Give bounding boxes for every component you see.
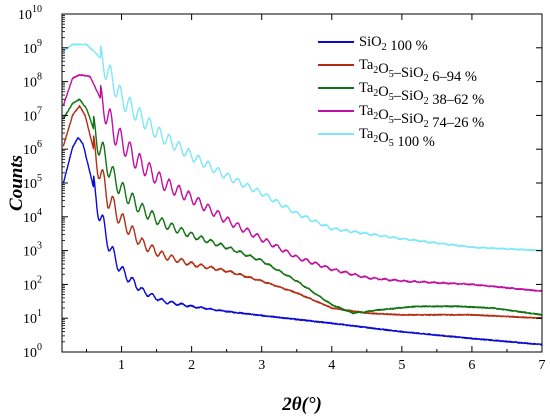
y-axis-title: Counts <box>6 155 27 211</box>
y-tick-base: 10 <box>23 278 37 293</box>
y-tick-exponent: 10 <box>32 4 42 15</box>
x-tick-label: 4 <box>328 358 335 373</box>
y-tick-exponent: 1 <box>37 308 42 319</box>
x-tick-label: 3 <box>258 358 265 373</box>
legend-text-part: O <box>378 130 388 146</box>
y-tick-label: 107 <box>23 105 42 124</box>
y-tick-label: 109 <box>23 38 42 57</box>
legend-text-part: O <box>378 107 388 123</box>
y-tick-label: 1010 <box>18 4 42 23</box>
y-tick-base: 10 <box>23 346 37 361</box>
legend-text-part: 100 % <box>387 38 428 54</box>
series-layer <box>62 43 543 346</box>
y-tick-exponent: 3 <box>37 241 42 252</box>
y-tick-exponent: 4 <box>37 207 42 218</box>
x-tick-label: 7 <box>539 358 546 373</box>
legend-subscript: 2 <box>373 88 378 99</box>
legend-text-part: 6–94 % <box>429 69 477 85</box>
legend-text-part: 38–62 % <box>429 92 485 108</box>
y-tick-label: 102 <box>23 274 42 293</box>
y-tick-exponent: 0 <box>37 342 42 353</box>
legend-subscript: 2 <box>424 73 429 84</box>
legend: SiO2 100 %Ta2O5–SiO2 6–94 %Ta2O5–SiO2 38… <box>318 34 484 150</box>
y-tick-label: 101 <box>23 308 42 327</box>
series-line <box>62 104 543 320</box>
y-tick-label: 106 <box>23 139 42 158</box>
legend-subscript: 2 <box>373 111 378 122</box>
x-tick-label: 1 <box>118 358 125 373</box>
legend-text-part: 100 % <box>394 134 435 150</box>
legend-text-part: Ta <box>359 103 374 119</box>
legend-subscript: 2 <box>424 96 429 107</box>
legend-text-part: O <box>378 84 388 100</box>
y-tick-base: 10 <box>23 42 37 57</box>
legend-text-part: –SiO <box>393 111 424 127</box>
y-tick-label: 108 <box>23 72 42 91</box>
y-tick-base: 10 <box>23 109 37 124</box>
y-tick-exponent: 7 <box>37 105 42 116</box>
legend-label: SiO2 100 % <box>359 34 428 54</box>
x-axis-title: 2θ(°) <box>281 394 322 415</box>
legend-text-part: –SiO <box>393 65 424 81</box>
y-tick-base: 10 <box>18 8 32 23</box>
legend-text-part: O <box>378 61 388 77</box>
y-tick-label: 100 <box>23 342 42 361</box>
y-tick-base: 10 <box>23 143 37 158</box>
legend-label: Ta2O5 100 % <box>359 126 435 150</box>
y-tick-exponent: 6 <box>37 139 42 150</box>
series-line <box>62 137 543 346</box>
y-tick-label: 104 <box>23 207 42 226</box>
legend-text-part: 74–26 % <box>429 115 485 131</box>
y-tick-exponent: 9 <box>37 38 42 49</box>
legend-subscript: 5 <box>389 138 394 149</box>
legend-subscript: 2 <box>382 42 387 53</box>
legend-text-part: –SiO <box>393 88 424 104</box>
legend-text-part: SiO <box>359 34 382 50</box>
y-tick-base: 10 <box>23 76 37 91</box>
y-tick-exponent: 5 <box>37 173 42 184</box>
series-line <box>62 98 543 316</box>
legend-subscript: 2 <box>424 119 429 130</box>
y-tick-base: 10 <box>23 312 37 327</box>
legend-text-part: Ta <box>359 126 374 142</box>
x-tick-label: 6 <box>468 358 475 373</box>
legend-label: Ta2O5–SiO2 38–62 % <box>359 80 484 108</box>
y-tick-label: 105 <box>23 173 42 192</box>
y-tick-exponent: 2 <box>37 274 42 285</box>
legend-text-part: Ta <box>359 80 374 96</box>
legend-subscript: 5 <box>389 92 394 103</box>
legend-label: Ta2O5–SiO2 74–26 % <box>359 103 484 131</box>
x-tick-label: 2 <box>188 358 195 373</box>
ticks-layer: 1 2 3 4 5 6 7100101102103104105106107108109101… <box>18 4 546 373</box>
y-tick-exponent: 8 <box>37 72 42 83</box>
legend-label: Ta2O5–SiO2 6–94 % <box>359 57 477 85</box>
legend-text-part: Ta <box>359 57 374 73</box>
series-line <box>62 43 543 252</box>
y-tick-base: 10 <box>23 177 37 192</box>
plot-frame <box>61 13 543 353</box>
y-tick-label: 103 <box>23 241 42 260</box>
legend-subscript: 5 <box>389 69 394 80</box>
legend-subscript: 2 <box>373 65 378 76</box>
y-tick-base: 10 <box>23 245 37 260</box>
legend-subscript: 5 <box>389 115 394 126</box>
series-line <box>62 74 543 292</box>
x-tick-label: 5 <box>398 358 405 373</box>
legend-subscript: 2 <box>373 134 378 145</box>
y-tick-base: 10 <box>23 211 37 226</box>
